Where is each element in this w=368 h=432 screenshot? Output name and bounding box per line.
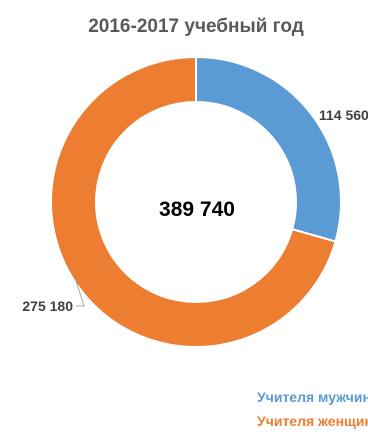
chart-title: 2016-2017 учебный год (88, 16, 304, 37)
data-label-1: 275 180 (22, 298, 73, 314)
center-total: 389 740 (159, 198, 235, 221)
legend-entry-1: Учителя женщины (257, 413, 368, 429)
slices-group (50, 55, 342, 348)
legend-entry-0: Учителя мужчины (257, 389, 368, 405)
legend: Учителя мужчины Учителя женщины (257, 389, 368, 429)
data-label-0: 114 560 (319, 107, 368, 123)
slice-1 (50, 55, 337, 348)
labels-group: 114 560 275 180 (22, 107, 368, 314)
leader-line-1 (74, 278, 85, 307)
